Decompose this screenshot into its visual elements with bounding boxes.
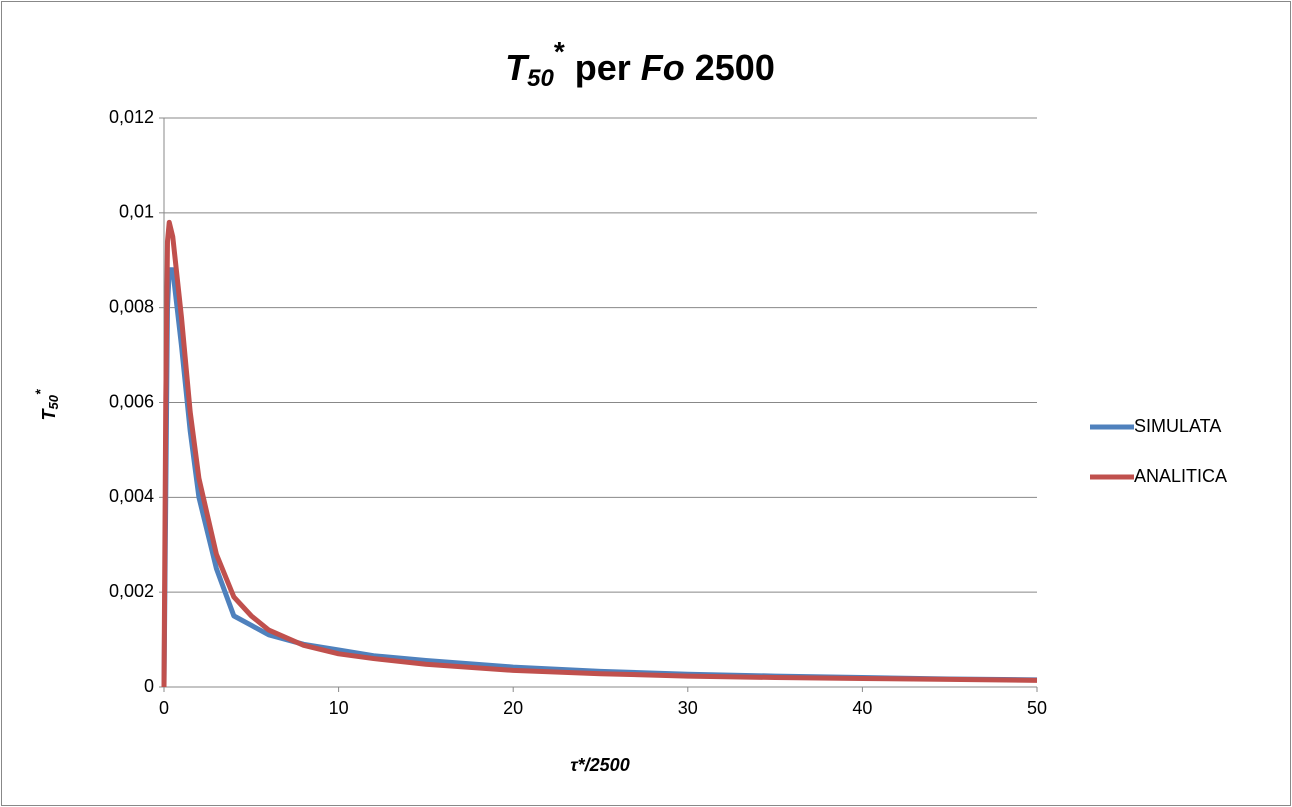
legend-label: SIMULATA <box>1134 416 1221 436</box>
legend-label: ANALITICA <box>1134 466 1227 486</box>
title-part: per <box>565 47 641 88</box>
y-label-part: * <box>32 389 48 395</box>
y-tick-label: 0,012 <box>109 107 154 127</box>
y-axis-label: T50* <box>32 389 62 420</box>
chart-title: T50* per Fo 2500 <box>505 36 775 92</box>
y-tick-label: 0,01 <box>119 202 154 222</box>
title-part: T <box>505 47 530 88</box>
x-axis-label: τ*/2500 <box>570 755 629 775</box>
y-tick-label: 0,006 <box>109 391 154 411</box>
title-part: 50 <box>527 65 554 92</box>
x-tick-label: 30 <box>678 698 698 718</box>
title-part: 2500 <box>685 47 775 88</box>
title-part: * <box>554 36 565 67</box>
series-line <box>161 219 1038 688</box>
y-tick-label: 0,008 <box>109 296 154 316</box>
x-tick-label: 10 <box>329 698 349 718</box>
y-label-part: T <box>39 407 59 420</box>
title-part: Fo <box>641 47 685 88</box>
y-label-part: 50 <box>46 394 61 409</box>
x-tick-label: 0 <box>159 698 169 718</box>
x-tick-label: 40 <box>852 698 872 718</box>
x-tick-label: 20 <box>503 698 523 718</box>
y-tick-label: 0,004 <box>109 486 154 506</box>
y-tick-label: 0,002 <box>109 581 154 601</box>
x-tick-label: 50 <box>1027 698 1047 718</box>
y-tick-label: 0 <box>144 676 154 696</box>
